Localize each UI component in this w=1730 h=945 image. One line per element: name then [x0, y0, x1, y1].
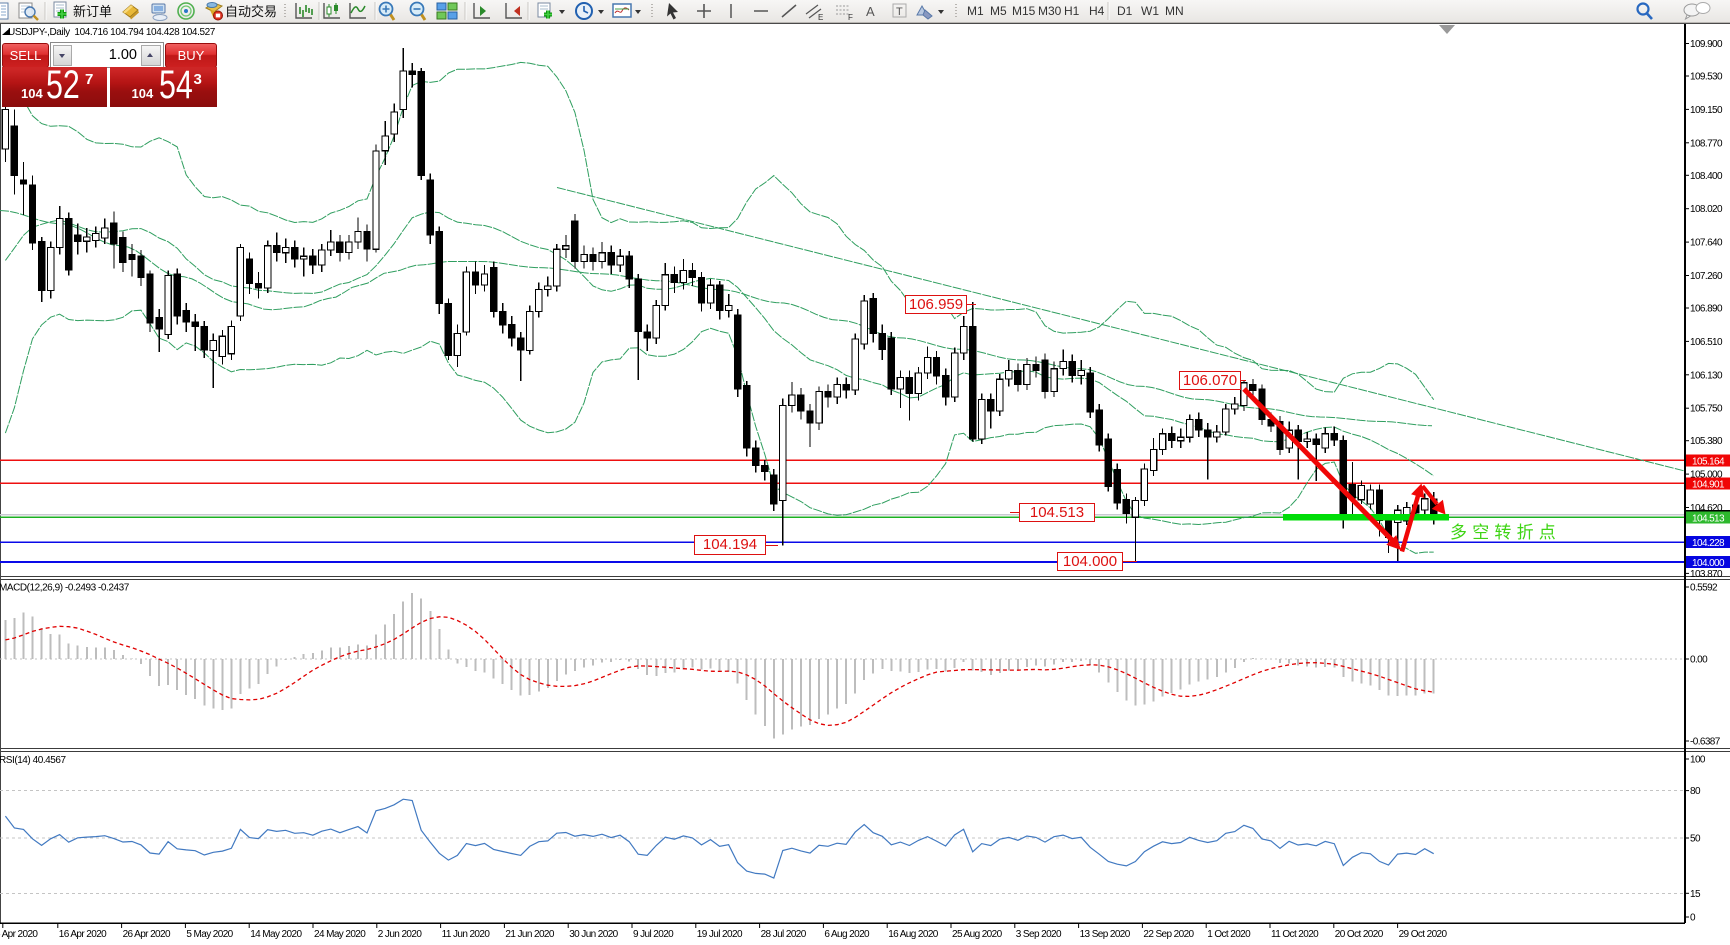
svg-text:108.400: 108.400: [1690, 171, 1723, 182]
svg-text:F: F: [848, 13, 853, 22]
svg-text:新订单: 新订单: [73, 4, 112, 19]
svg-text:自动交易: 自动交易: [225, 4, 277, 19]
svg-text:29 Oct 2020: 29 Oct 2020: [1399, 929, 1448, 940]
svg-text:0: 0: [1690, 913, 1696, 924]
svg-text:11 Oct 2020: 11 Oct 2020: [1271, 929, 1319, 940]
svg-text:16 Aug 2020: 16 Aug 2020: [888, 929, 939, 940]
svg-text:80: 80: [1690, 786, 1701, 797]
svg-text:E: E: [818, 13, 823, 22]
svg-text:20 Oct 2020: 20 Oct 2020: [1335, 929, 1384, 940]
svg-text:D1: D1: [1117, 4, 1133, 18]
svg-text:M1: M1: [967, 4, 984, 18]
svg-text:6 Apr 2020: 6 Apr 2020: [0, 929, 38, 940]
svg-text:30 Jun 2020: 30 Jun 2020: [569, 929, 618, 940]
svg-text:108.770: 108.770: [1690, 138, 1723, 149]
svg-text:107.640: 107.640: [1690, 238, 1723, 249]
svg-text:100: 100: [1690, 755, 1706, 766]
svg-text:2 Jun 2020: 2 Jun 2020: [378, 929, 423, 940]
svg-text:105.000: 105.000: [1690, 470, 1723, 481]
svg-text:13 Sep 2020: 13 Sep 2020: [1080, 929, 1131, 940]
svg-text:106.130: 106.130: [1690, 370, 1723, 381]
svg-text:105.380: 105.380: [1690, 436, 1723, 447]
svg-text:109.150: 109.150: [1690, 105, 1723, 116]
svg-text:15: 15: [1690, 889, 1701, 900]
svg-text:108.020: 108.020: [1690, 204, 1723, 215]
svg-text:28 Jul 2020: 28 Jul 2020: [761, 929, 807, 940]
svg-text:5 May 2020: 5 May 2020: [186, 929, 233, 940]
svg-text:11 Jun 2020: 11 Jun 2020: [442, 929, 491, 940]
svg-text:0.5592: 0.5592: [1690, 583, 1718, 594]
svg-text:9 Jul 2020: 9 Jul 2020: [633, 929, 674, 940]
svg-text:106.890: 106.890: [1690, 304, 1723, 315]
svg-text:105.750: 105.750: [1690, 404, 1723, 415]
svg-text:MN: MN: [1165, 4, 1184, 18]
svg-text:H1: H1: [1064, 4, 1080, 18]
svg-text:50: 50: [1690, 834, 1701, 845]
svg-text:RSI(14) 40.4567: RSI(14) 40.4567: [0, 755, 67, 766]
svg-text:22 Sep 2020: 22 Sep 2020: [1143, 929, 1194, 940]
svg-text:105.164: 105.164: [1692, 456, 1725, 467]
svg-text:MACD(12,26,9) -0.2493 -0.2437: MACD(12,26,9) -0.2493 -0.2437: [0, 583, 130, 594]
svg-text:107.260: 107.260: [1690, 271, 1723, 282]
svg-text:24 May 2020: 24 May 2020: [314, 929, 366, 940]
svg-text:21 Jun 2020: 21 Jun 2020: [505, 929, 554, 940]
svg-text:104.620: 104.620: [1690, 503, 1723, 514]
svg-text:109.900: 109.900: [1690, 39, 1723, 50]
svg-text:6 Aug 2020: 6 Aug 2020: [824, 929, 870, 940]
svg-text:109.530: 109.530: [1690, 72, 1723, 83]
svg-text:104.000: 104.000: [1692, 558, 1725, 569]
svg-text:104.228: 104.228: [1692, 538, 1725, 549]
svg-text:25 Aug 2020: 25 Aug 2020: [952, 929, 1003, 940]
svg-text:M15: M15: [1012, 4, 1036, 18]
svg-text:3 Sep 2020: 3 Sep 2020: [1016, 929, 1062, 940]
svg-text:M30: M30: [1038, 4, 1062, 18]
svg-text:A: A: [866, 4, 875, 19]
svg-text:1 Oct 2020: 1 Oct 2020: [1207, 929, 1251, 940]
svg-text:26 Apr 2020: 26 Apr 2020: [123, 929, 171, 940]
svg-text:-0.6387: -0.6387: [1690, 737, 1721, 748]
svg-text:14 May 2020: 14 May 2020: [250, 929, 302, 940]
svg-text:T: T: [896, 6, 903, 18]
svg-text:104.513: 104.513: [1692, 513, 1725, 524]
svg-text:19 Jul 2020: 19 Jul 2020: [697, 929, 743, 940]
svg-text:M5: M5: [990, 4, 1007, 18]
svg-text:0.00: 0.00: [1690, 655, 1708, 666]
svg-text:W1: W1: [1141, 4, 1159, 18]
svg-text:104.901: 104.901: [1692, 479, 1725, 490]
svg-text:103.870: 103.870: [1690, 569, 1723, 580]
svg-text:106.510: 106.510: [1690, 337, 1723, 348]
svg-text:16 Apr 2020: 16 Apr 2020: [59, 929, 107, 940]
svg-text:H4: H4: [1089, 4, 1105, 18]
svg-text:多空转折点: 多空转折点: [1450, 523, 1561, 542]
